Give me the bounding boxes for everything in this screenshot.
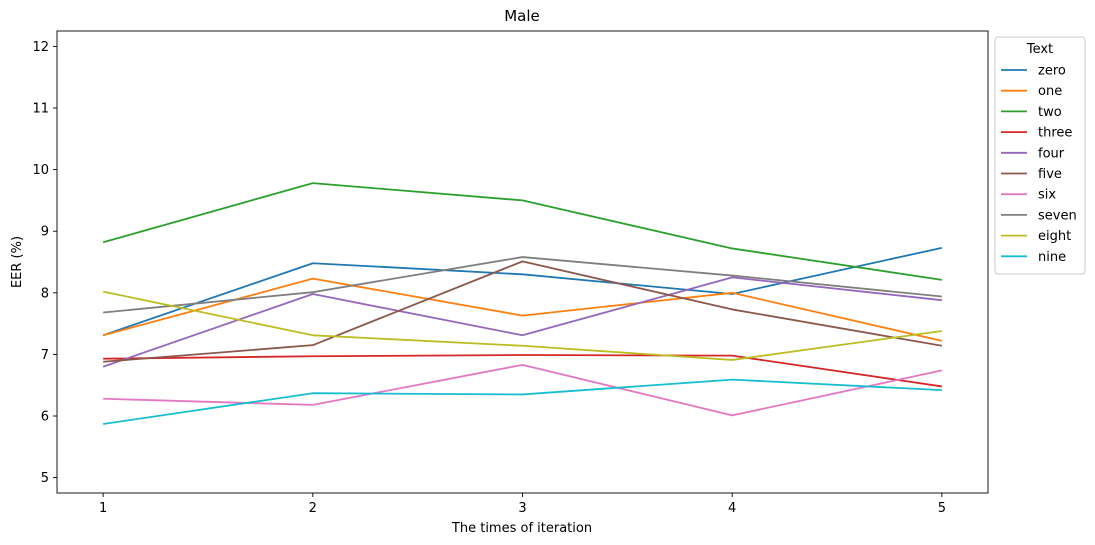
series-line-six <box>103 363 943 417</box>
legend-label-seven: seven <box>1038 208 1077 223</box>
legend-label-one: one <box>1038 84 1062 99</box>
legend-title: Text <box>1026 42 1053 57</box>
chart-title: Male <box>504 7 540 25</box>
y-tick-label: 6 <box>41 410 49 425</box>
y-tick-label: 11 <box>32 102 49 117</box>
series-line-four <box>102 276 942 368</box>
series-line-eight <box>102 290 942 361</box>
y-tick-label: 12 <box>32 40 49 55</box>
series-line-zero <box>102 246 943 337</box>
legend-label-six: six <box>1038 188 1056 203</box>
legend-label-four: four <box>1038 146 1065 161</box>
legend-label-two: two <box>1038 105 1062 120</box>
series-line-five <box>103 260 943 363</box>
y-tick-label: 9 <box>41 225 49 240</box>
legend-label-zero: zero <box>1038 64 1066 79</box>
legend-label-eight: eight <box>1038 229 1071 244</box>
y-tick-label: 5 <box>41 471 49 486</box>
y-tick-label: 8 <box>41 286 49 301</box>
legend-label-five: five <box>1038 167 1062 182</box>
x-tick-label: 5 <box>938 501 946 516</box>
x-tick-label: 2 <box>309 501 317 516</box>
y-axis-label: EER (%) <box>10 236 25 288</box>
x-tick-label: 1 <box>99 501 107 516</box>
legend: Text zero one two three four five six seven eight… <box>994 36 1086 275</box>
legend-label-nine: nine <box>1038 250 1066 265</box>
series-layer <box>102 182 943 425</box>
y-tick-label: 7 <box>41 348 49 363</box>
series-line-two <box>102 182 943 281</box>
series-line-one <box>102 277 943 342</box>
y-tick-label: 10 <box>32 163 49 178</box>
legend-label-three: three <box>1038 126 1072 141</box>
series-line-seven <box>103 256 942 314</box>
series-line-three <box>103 354 943 388</box>
x-tick-label: 4 <box>728 501 736 516</box>
x-axis-label: The times of iteration <box>451 521 592 536</box>
x-tick-label: 3 <box>518 501 526 516</box>
series-line-nine <box>102 378 942 425</box>
